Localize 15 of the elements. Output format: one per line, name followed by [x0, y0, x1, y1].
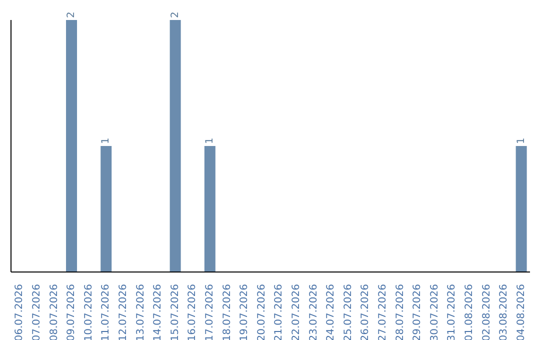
data-label: 1: [204, 138, 216, 144]
x-tick-label: 14.07.2026: [152, 284, 164, 340]
x-tick-label: 17.07.2026: [204, 284, 216, 340]
x-tick-label: 18.07.2026: [222, 284, 233, 340]
x-tick-label: 16.07.2026: [187, 284, 198, 340]
x-tick-label: 10.07.2026: [83, 284, 94, 340]
x-tick-label: 13.07.2026: [135, 284, 146, 340]
data-label: 1: [100, 138, 112, 144]
x-tick-label: 15.07.2026: [170, 284, 181, 340]
data-label: 2: [170, 12, 181, 18]
data-label: 2: [66, 12, 78, 18]
x-tick-label: 11.07.2026: [100, 284, 112, 340]
x-tick-label: 12.07.2026: [118, 284, 129, 340]
data-label: 1: [516, 138, 527, 144]
x-tick-label: 19.07.2026: [239, 284, 250, 340]
